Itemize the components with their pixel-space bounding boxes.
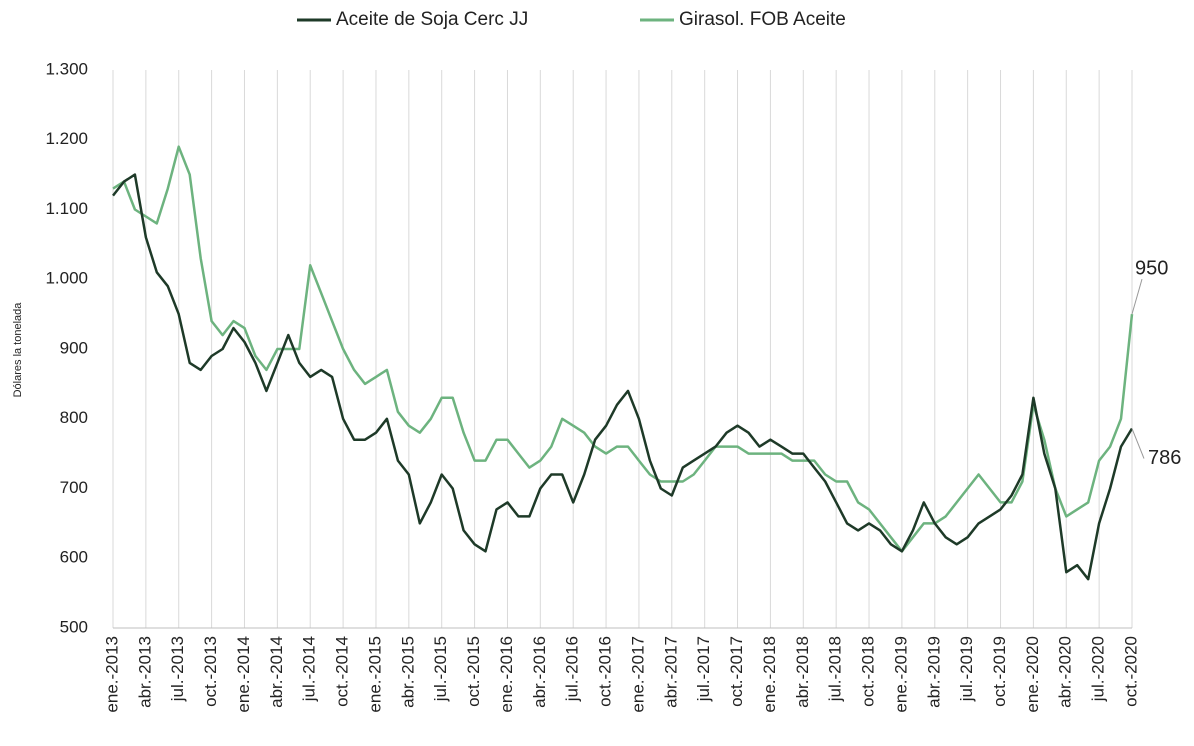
y-tick-label: 1.100 <box>45 199 88 218</box>
annotation: 950 <box>1135 257 1168 279</box>
x-tick-label: oct.-2014 <box>333 636 352 707</box>
x-tick-label: jul.-2014 <box>300 636 319 702</box>
x-tick-label: oct.-2013 <box>201 636 220 707</box>
x-tick-label: ene.-2020 <box>1023 636 1042 713</box>
x-tick-label: jul.-2016 <box>563 636 582 702</box>
x-tick-label: oct.-2020 <box>1121 636 1140 707</box>
legend-label: Girasol. FOB Aceite <box>679 9 846 30</box>
y-tick-label: 900 <box>60 338 88 357</box>
x-tick-label: ene.-2013 <box>102 636 121 713</box>
x-tick-label: abr.-2013 <box>135 636 154 708</box>
y-tick-label: 500 <box>60 617 88 636</box>
x-tick-label: jul.-2018 <box>826 636 845 702</box>
x-tick-label: ene.-2019 <box>891 636 910 713</box>
x-tick-label: ene.-2016 <box>497 636 516 713</box>
x-tick-label: oct.-2017 <box>727 636 746 707</box>
y-tick-label: 800 <box>60 408 88 427</box>
y-tick-label: 600 <box>60 548 88 567</box>
annotation: 786 <box>1148 447 1181 469</box>
x-tick-label: ene.-2018 <box>760 636 779 713</box>
x-tick-label: jul.-2017 <box>694 636 713 702</box>
x-tick-label: oct.-2019 <box>990 636 1009 707</box>
annotation-leader <box>1131 278 1143 315</box>
y-tick-label: 1.000 <box>45 269 88 288</box>
x-tick-label: abr.-2016 <box>530 636 549 708</box>
x-tick-label: jul.-2015 <box>431 636 450 702</box>
y-tick-label: 1.300 <box>45 59 88 78</box>
x-tick-label: ene.-2014 <box>234 636 253 713</box>
y-tick-label: 1.200 <box>45 129 88 148</box>
series-line <box>112 173 1134 581</box>
y-tick-label: 700 <box>60 478 88 497</box>
legend-label: Aceite de Soja Cerc JJ <box>336 9 528 30</box>
x-tick-label: abr.-2019 <box>924 636 943 708</box>
x-tick-label: oct.-2018 <box>859 636 878 707</box>
x-tick-label: abr.-2018 <box>793 636 812 708</box>
x-tick-label: oct.-2015 <box>464 636 483 707</box>
annotation-leader <box>1131 428 1145 459</box>
x-tick-label: oct.-2016 <box>596 636 615 707</box>
series-line <box>112 145 1134 553</box>
x-tick-label: abr.-2015 <box>398 636 417 708</box>
x-tick-label: abr.-2017 <box>661 636 680 708</box>
x-tick-label: ene.-2015 <box>365 636 384 713</box>
x-tick-label: abr.-2020 <box>1056 636 1075 708</box>
y-axis-label: Dólares la tonelada <box>12 302 24 398</box>
x-tick-label: ene.-2017 <box>628 636 647 713</box>
x-tick-label: abr.-2014 <box>267 636 286 708</box>
x-tick-label: jul.-2013 <box>168 636 187 702</box>
x-tick-label: jul.-2020 <box>1089 636 1108 702</box>
x-tick-label: jul.-2019 <box>957 636 976 702</box>
